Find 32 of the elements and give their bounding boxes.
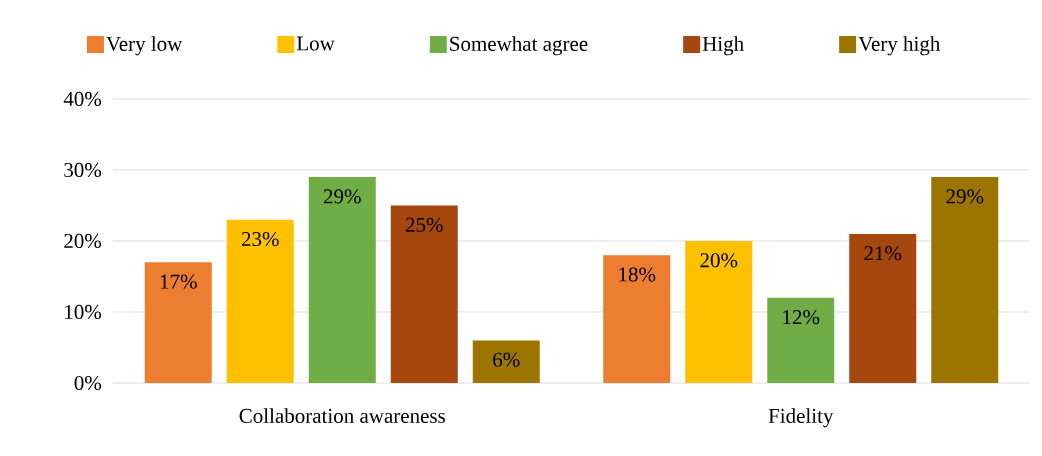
legend-label: High: [702, 36, 744, 56]
legend-label: Very low: [106, 36, 183, 56]
data-label: 29%: [946, 189, 984, 204]
y-tick-label: 30%: [64, 162, 102, 178]
y-tick-label: 0%: [74, 375, 102, 391]
data-label: 18%: [619, 267, 656, 282]
data-label: 25%: [405, 217, 443, 232]
y-tick-label: 20%: [64, 233, 102, 249]
y-tick-label: 10%: [65, 304, 102, 320]
data-label: 29%: [323, 189, 361, 204]
bar: [931, 177, 999, 383]
data-label: 17%: [160, 274, 197, 289]
legend-label: Somewhat agree: [450, 36, 588, 56]
legend-label: Very high: [858, 36, 941, 56]
bar: [685, 241, 753, 383]
data-label: 20%: [700, 253, 738, 268]
bar: [603, 255, 671, 383]
y-tick-label: 40%: [63, 91, 102, 107]
bar: [849, 233, 917, 383]
data-label: 21%: [864, 246, 902, 261]
bar: [472, 340, 540, 383]
bar: [144, 262, 212, 383]
bar: [390, 205, 458, 383]
bar: [226, 219, 294, 383]
data-label: 12%: [783, 309, 820, 325]
data-label: 6%: [493, 352, 520, 367]
x-tick-label: Collaboration awareness: [239, 408, 445, 423]
bar: [767, 297, 835, 383]
bar: [308, 177, 376, 383]
legend-label: Low: [296, 36, 335, 51]
data-label: 23%: [241, 231, 279, 247]
x-tick-label: Fidelity: [768, 408, 834, 428]
